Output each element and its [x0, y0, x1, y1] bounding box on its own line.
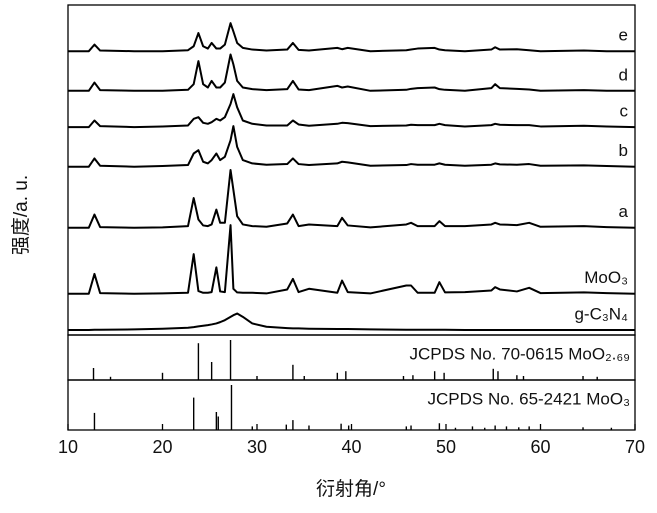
x-tick-label: 10: [58, 437, 78, 457]
x-tick-label: 60: [530, 437, 550, 457]
x-tick-label: 40: [341, 437, 361, 457]
x-tick-label: 20: [152, 437, 172, 457]
series-label: g-C₃N₄: [574, 305, 628, 324]
x-axis-label: 衍射角/°: [316, 478, 386, 500]
panel-frame: [68, 5, 635, 335]
series-label: b: [619, 141, 628, 160]
xrd-line: [68, 94, 635, 127]
x-tick-label: 70: [625, 437, 645, 457]
xrd-line: [68, 314, 635, 331]
xrd-line: [68, 55, 635, 91]
pattern-label: JCPDS No. 65-2421 MoO₃: [427, 389, 630, 408]
series-label: a: [619, 202, 629, 221]
series-label: d: [619, 65, 628, 84]
chart: 强度/a. u. 衍射角/° e dc b a MoO₃ g-C₃N₄ JCPDS No. …: [0, 0, 657, 513]
xrd-line: [68, 225, 635, 294]
xrd-line: [68, 170, 635, 228]
series-label: e: [619, 26, 628, 45]
y-axis-label: 强度/a. u.: [10, 175, 32, 255]
pattern-label: JCPDS No. 70-0615 MoO₂.₆₉: [409, 344, 630, 363]
series-label: c: [620, 102, 629, 121]
series-label: MoO₃: [584, 268, 628, 287]
x-tick-label: 50: [436, 437, 456, 457]
xrd-line: [68, 23, 635, 51]
x-tick-label: 30: [247, 437, 267, 457]
xrd-line: [68, 126, 635, 167]
